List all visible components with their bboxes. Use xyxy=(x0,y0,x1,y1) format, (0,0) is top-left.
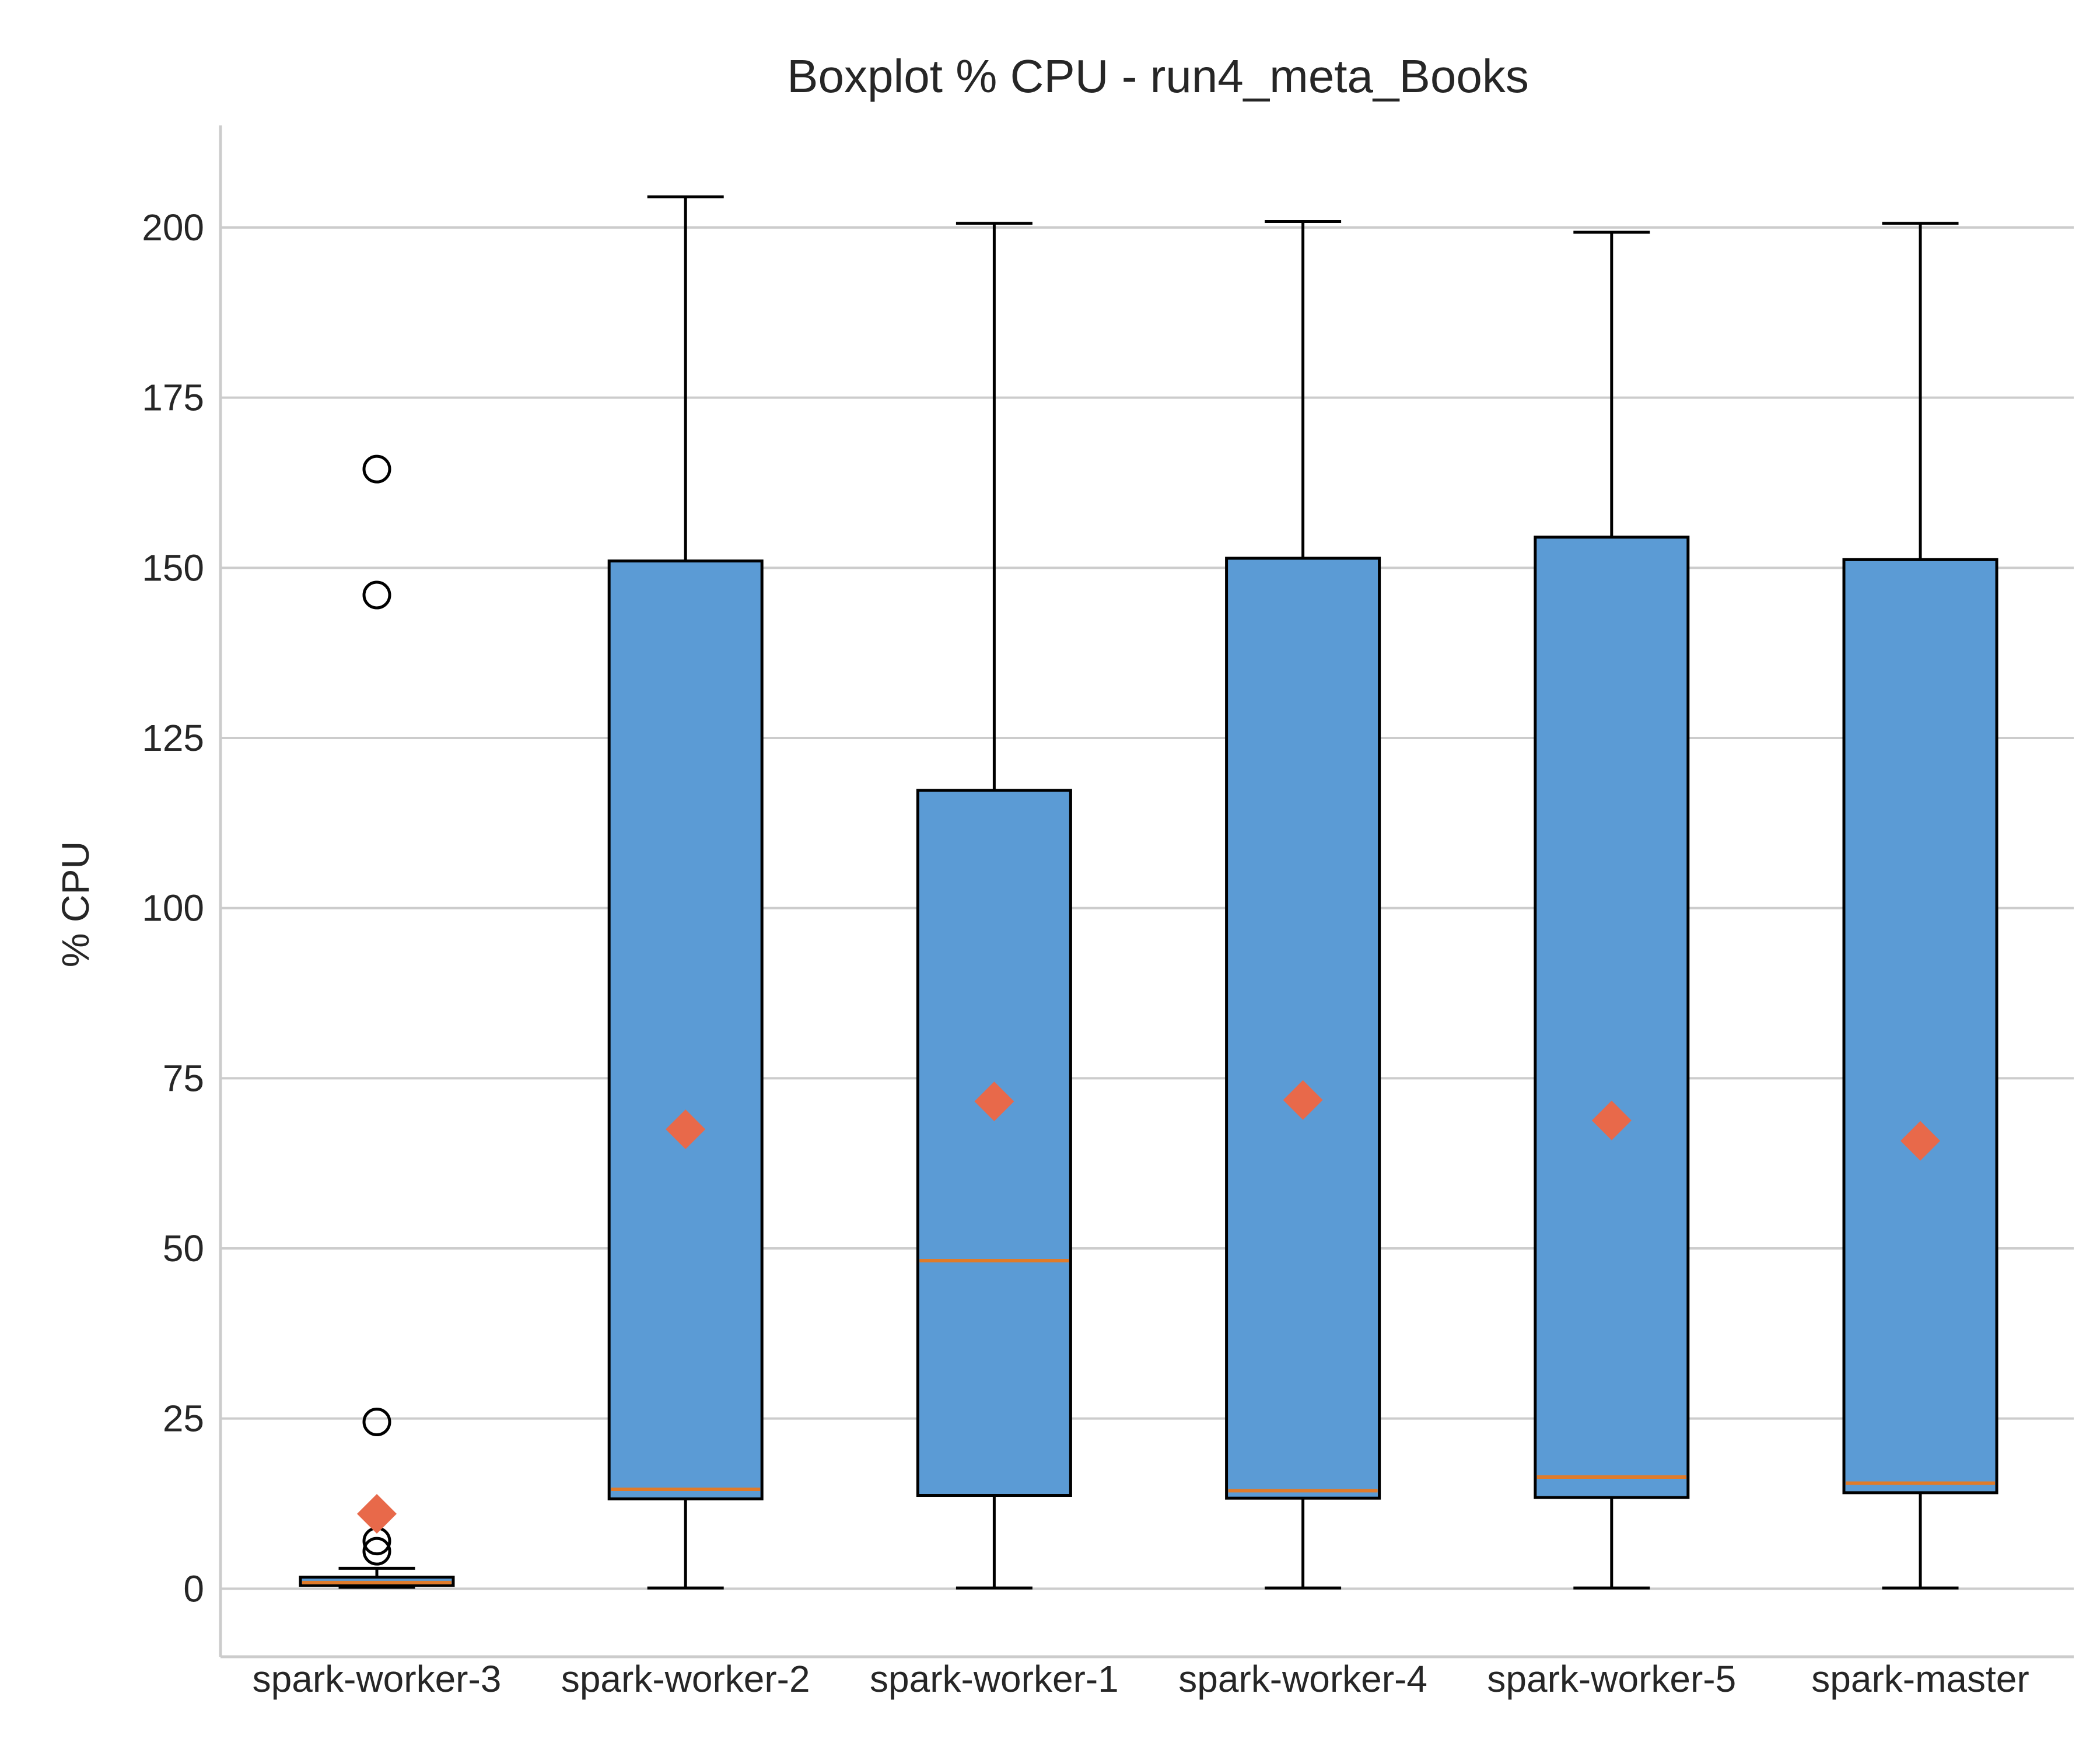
y-tick-label: 150 xyxy=(142,547,204,589)
y-tick-label: 100 xyxy=(142,887,204,929)
y-tick-label: 75 xyxy=(163,1057,204,1099)
mean-marker xyxy=(1283,1080,1323,1120)
box-group xyxy=(1225,220,1381,1590)
x-tick-label: spark-master xyxy=(1811,1658,2029,1700)
iqr-box xyxy=(1225,557,1381,1500)
outlier-point xyxy=(362,454,391,484)
grid-lines xyxy=(220,226,2074,1590)
y-tick-label: 50 xyxy=(163,1227,204,1269)
outlier-point xyxy=(362,580,391,610)
mean-marker xyxy=(1901,1121,1940,1161)
mean-marker xyxy=(1591,1100,1632,1140)
mean-marker xyxy=(666,1109,706,1149)
x-tick-label: spark-worker-1 xyxy=(870,1658,1119,1700)
y-tick-label: 200 xyxy=(142,207,204,249)
x-tick-label: spark-worker-3 xyxy=(253,1658,502,1700)
boxes xyxy=(299,195,1999,1590)
axes xyxy=(219,125,2074,1658)
outlier-point xyxy=(362,1537,391,1566)
outlier-point xyxy=(362,1408,391,1436)
iqr-box xyxy=(916,789,1072,1497)
y-tick-labels: 0 25 50 75 100 125 150 175 200 xyxy=(142,207,204,1609)
iqr-box xyxy=(1842,558,1999,1495)
mean-marker xyxy=(974,1082,1014,1121)
box-group xyxy=(1842,222,1999,1590)
box-group xyxy=(916,222,1072,1590)
y-tick-label: 25 xyxy=(163,1398,204,1440)
x-tick-label: spark-worker-2 xyxy=(561,1658,810,1700)
box-group xyxy=(299,454,455,1589)
box-group xyxy=(607,195,764,1590)
iqr-box xyxy=(1534,536,1690,1499)
chart-title: Boxplot % CPU - run4_meta_Books xyxy=(787,50,1529,102)
y-axis-label: % CPU xyxy=(54,841,97,967)
mean-marker xyxy=(357,1494,397,1534)
y-tick-label: 175 xyxy=(142,377,204,419)
x-tick-label: spark-worker-5 xyxy=(1487,1658,1736,1700)
box-group xyxy=(1534,230,1690,1590)
y-tick-label: 125 xyxy=(142,717,204,759)
iqr-box xyxy=(607,559,764,1500)
x-tick-labels: spark-worker-3 spark-worker-2 spark-worker… xyxy=(253,1658,2029,1700)
y-tick-label: 0 xyxy=(183,1567,204,1609)
x-tick-label: spark-worker-4 xyxy=(1178,1658,1427,1700)
